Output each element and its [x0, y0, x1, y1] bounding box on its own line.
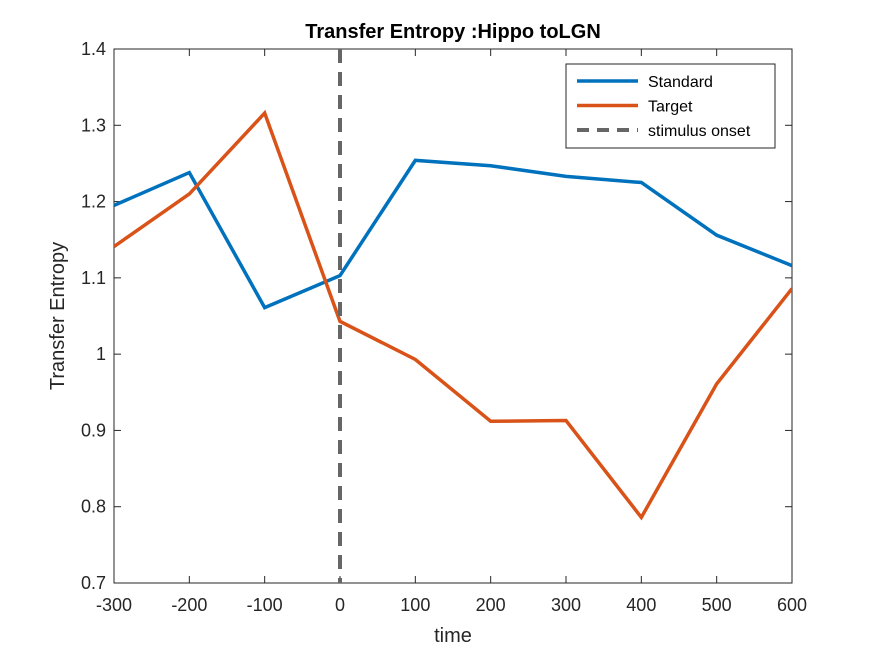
y-tick-label: 1.3 — [81, 115, 106, 135]
series-line-standard — [114, 158, 792, 310]
x-tick-label: 500 — [702, 595, 732, 615]
x-tick-label: 600 — [777, 595, 807, 615]
x-tick-label: 400 — [626, 595, 656, 615]
x-tick-label: -200 — [171, 595, 207, 615]
y-axis-label: Transfer Entropy — [47, 242, 69, 390]
x-tick-label: 0 — [335, 595, 345, 615]
x-tick-label: 100 — [400, 595, 430, 615]
y-tick-label: 1.4 — [81, 39, 106, 59]
y-tick-label: 0.7 — [81, 573, 106, 593]
chart-title: Transfer Entropy :Hippo toLGN — [305, 21, 601, 43]
y-tick-label: 1.1 — [81, 268, 106, 288]
y-tick-label: 1 — [96, 344, 106, 364]
legend-label-standard: Standard — [648, 74, 713, 91]
x-tick-label: 200 — [476, 595, 506, 615]
x-tick-label: -300 — [96, 595, 132, 615]
legend-label-target: Target — [648, 99, 693, 116]
legend-label-stimulus-onset: stimulus onset — [648, 123, 751, 140]
y-tick-label: 0.9 — [81, 420, 106, 440]
x-axis-label: time — [434, 625, 472, 647]
y-tick-label: 1.2 — [81, 192, 106, 212]
x-tick-label: -100 — [247, 595, 283, 615]
x-tick-label: 300 — [551, 595, 581, 615]
series-line-target — [114, 109, 792, 521]
legend: Standard Target stimulus onset — [565, 63, 776, 149]
y-tick-label: 0.8 — [81, 497, 106, 517]
